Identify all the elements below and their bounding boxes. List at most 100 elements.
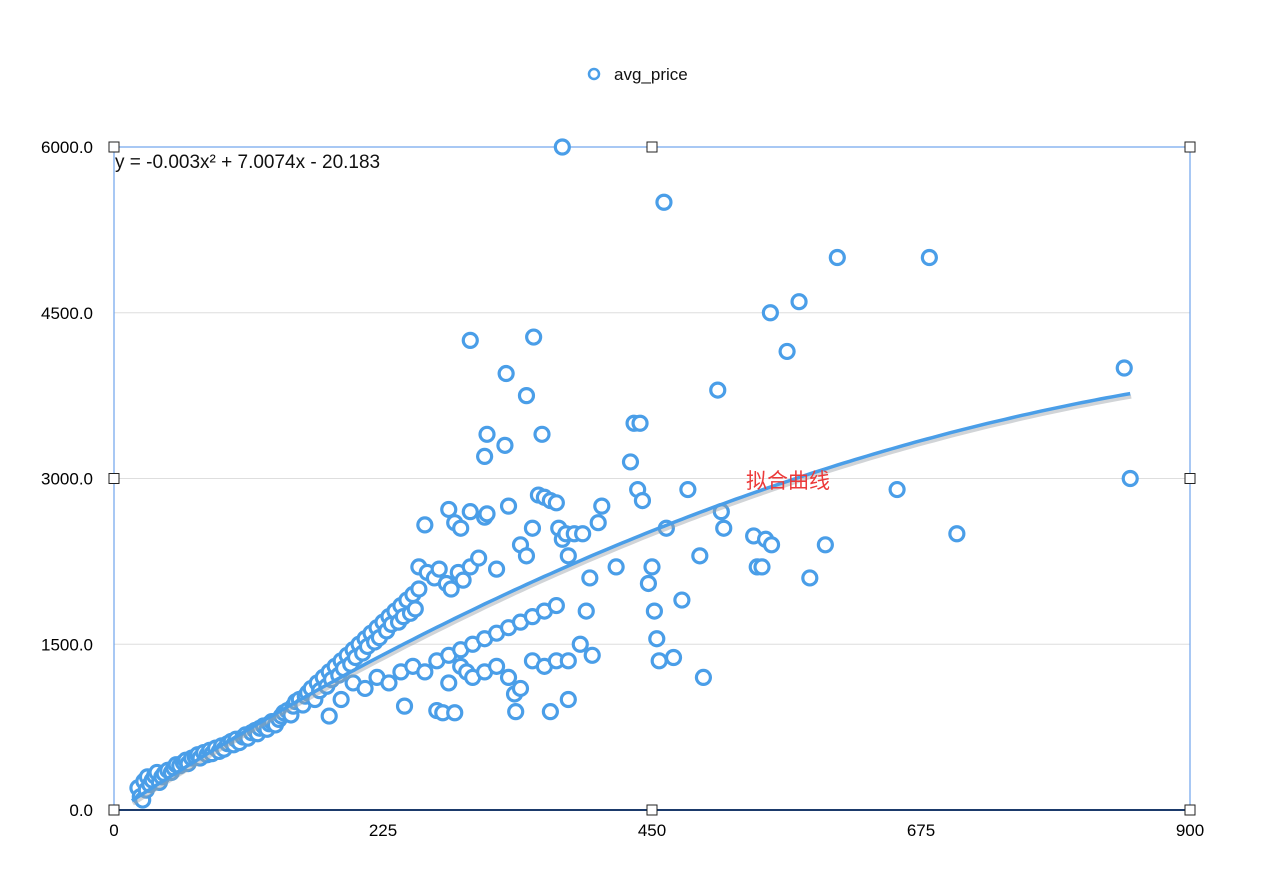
data-point <box>517 387 536 405</box>
data-point <box>395 697 414 715</box>
data-point <box>715 519 733 537</box>
trendline[interactable] <box>130 391 1131 803</box>
data-point <box>553 138 571 156</box>
data-point <box>410 580 428 598</box>
data-point <box>470 549 488 567</box>
data-point <box>1115 359 1133 377</box>
trendline-shadow <box>131 394 1132 806</box>
data-point <box>559 547 577 565</box>
data-point <box>593 497 611 515</box>
data-point <box>541 703 559 721</box>
data-point <box>621 453 640 471</box>
y-tick-label: 1500.0 <box>41 635 93 654</box>
data-point <box>487 560 506 578</box>
data-point <box>888 480 906 499</box>
data-point <box>581 569 599 587</box>
data-point <box>607 558 625 576</box>
data-point <box>320 707 338 725</box>
data-point <box>559 652 577 670</box>
x-tick-label: 0 <box>109 821 118 840</box>
y-tick-label: 0.0 <box>69 801 93 820</box>
data-point <box>650 652 668 670</box>
x-axis-ticks: 0 225 450 675 900 <box>109 821 1204 840</box>
data-point <box>762 536 781 554</box>
data-point <box>478 505 496 523</box>
x-tick-label: 450 <box>638 821 666 840</box>
selection-handle[interactable] <box>108 473 120 484</box>
data-point <box>1121 469 1139 488</box>
data-point <box>648 630 666 648</box>
data-point <box>416 663 434 681</box>
scatter-points <box>129 138 1139 809</box>
data-point <box>356 679 374 698</box>
selection-handle[interactable] <box>108 141 120 153</box>
data-point <box>801 569 819 587</box>
data-point <box>416 516 434 534</box>
legend[interactable]: avg_price <box>587 65 688 84</box>
y-tick-label: 4500.0 <box>41 304 93 323</box>
x-tick-label: 225 <box>369 821 397 840</box>
data-point <box>440 674 458 692</box>
data-point <box>440 500 458 519</box>
selection-handles[interactable] <box>108 141 1196 816</box>
data-point <box>487 657 506 675</box>
selection-handle[interactable] <box>646 804 658 816</box>
y-tick-label: 3000.0 <box>41 470 93 489</box>
legend-marker <box>587 67 601 81</box>
legend-label: avg_price <box>614 65 688 84</box>
data-point <box>753 558 771 576</box>
trendline-label: 拟合曲线 <box>746 469 830 493</box>
data-point <box>571 635 589 653</box>
data-point <box>948 525 966 543</box>
data-point <box>664 648 683 667</box>
data-point <box>761 304 779 322</box>
data-point <box>816 536 834 554</box>
data-point <box>920 248 938 267</box>
selection-handle[interactable] <box>1184 473 1196 484</box>
data-point <box>442 580 460 598</box>
data-point <box>691 547 709 565</box>
data-point <box>639 574 658 593</box>
data-point <box>547 596 565 615</box>
data-point <box>633 492 652 510</box>
data-point <box>828 248 846 267</box>
data-point <box>476 447 494 465</box>
data-point <box>525 328 543 346</box>
data-point <box>547 494 565 512</box>
selection-handle[interactable] <box>108 804 120 816</box>
data-point <box>655 193 673 211</box>
data-point <box>574 525 592 543</box>
data-point <box>523 519 542 537</box>
selection-handle[interactable] <box>1184 804 1196 816</box>
data-point <box>778 342 796 361</box>
data-point <box>673 591 691 609</box>
data-point <box>577 602 595 620</box>
data-point <box>478 425 496 443</box>
data-point <box>631 414 649 432</box>
trendline-equation: y = -0.003x² + 7.0074x - 20.183 <box>115 152 380 173</box>
data-point <box>679 480 697 499</box>
data-point <box>709 381 727 399</box>
data-point <box>533 425 551 443</box>
y-axis-ticks: 0.0 1500.0 3000.0 4500.0 6000.0 <box>41 138 93 820</box>
data-point <box>645 602 663 620</box>
data-point <box>454 571 472 589</box>
data-point <box>559 690 577 709</box>
data-point <box>461 331 479 349</box>
y-tick-label: 6000.0 <box>41 138 93 157</box>
selection-handle[interactable] <box>1184 141 1196 153</box>
x-tick-label: 675 <box>907 821 935 840</box>
selection-handle[interactable] <box>646 141 658 153</box>
data-point <box>499 497 518 515</box>
data-point <box>583 646 601 664</box>
data-point <box>643 558 661 576</box>
x-tick-label: 900 <box>1176 821 1204 840</box>
data-point <box>332 690 350 709</box>
data-point <box>499 668 518 687</box>
data-point <box>452 519 470 537</box>
data-point <box>507 703 525 721</box>
data-point <box>380 674 398 692</box>
data-point <box>694 668 713 687</box>
data-point <box>496 436 514 454</box>
